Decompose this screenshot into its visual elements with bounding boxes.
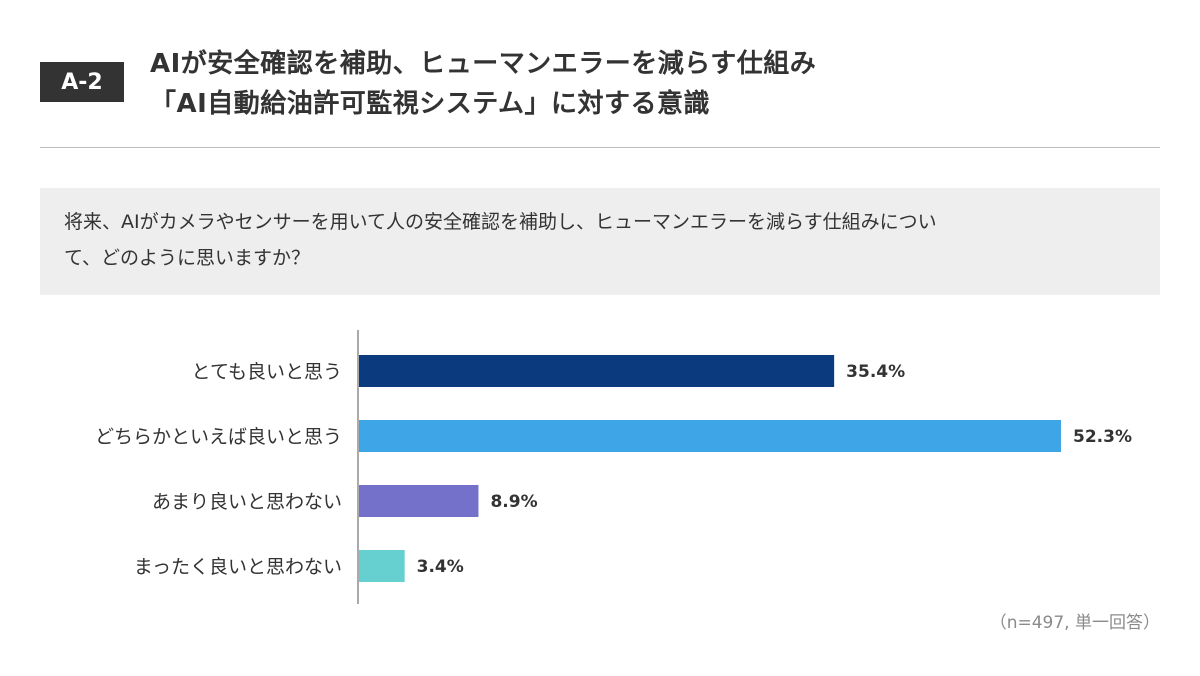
- category-label: まったく良いと思わない: [134, 556, 342, 578]
- value-label: 8.9%: [490, 492, 537, 512]
- category-label: とても良いと思う: [192, 361, 342, 383]
- bar: [359, 550, 405, 582]
- category-label: どちらかといえば良いと思う: [95, 426, 342, 448]
- bar: [359, 355, 835, 387]
- category-label: あまり良いと思わない: [152, 491, 342, 513]
- value-label: 52.3%: [1073, 427, 1132, 447]
- title-line-1: AIが安全確認を補助、ヒューマンエラーを減らす仕組み: [150, 49, 817, 79]
- value-label: 3.4%: [417, 557, 464, 577]
- title-line-2: 「AI自動給油許可監視システム」に対する意識: [150, 89, 711, 119]
- value-label: 35.4%: [846, 362, 905, 382]
- page-title: AIが安全確認を補助、ヒューマンエラーを減らす仕組み 「AI自動給油許可監視シス…: [150, 44, 816, 124]
- question-number-badge: A-2: [40, 62, 124, 102]
- sample-size-note: （n=497, 単一回答）: [989, 613, 1160, 633]
- bar: [359, 420, 1061, 452]
- bar-chart: とても良いと思う 35.4% どちらかといえば良いと思う 52.3% あまり良いと思わな…: [95, 330, 1132, 604]
- bar: [359, 485, 479, 517]
- question-text-line-2: て、どのように思いますか？: [64, 247, 311, 269]
- title-divider: [40, 147, 1160, 148]
- question-box: 将来、AIがカメラやセンサーを用いて人の安全確認を補助し、ヒューマンエラーを減ら…: [40, 188, 1160, 295]
- question-text-line-1: 将来、AIがカメラやセンサーを用いて人の安全確認を補助し、ヒューマンエラーを減ら…: [64, 211, 937, 233]
